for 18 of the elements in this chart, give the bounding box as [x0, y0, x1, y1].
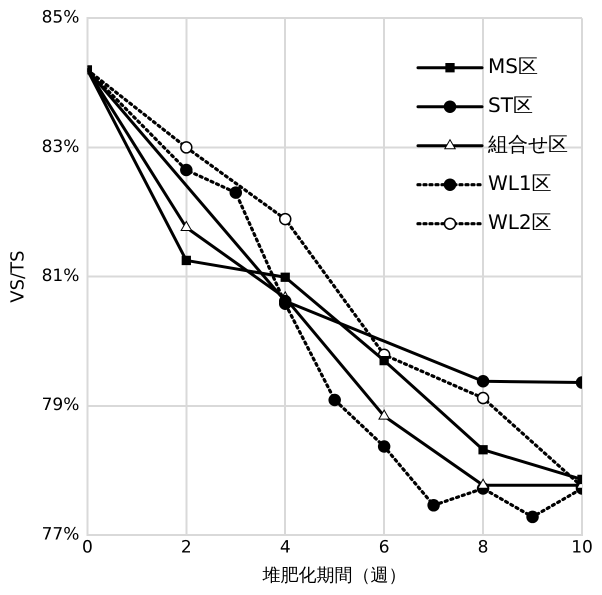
- y-tick-label: 79%: [42, 395, 80, 416]
- x-tick-label: 6: [378, 538, 390, 558]
- legend-label: WL1区: [488, 170, 552, 195]
- x-tick-label: 4: [280, 538, 291, 558]
- legend-label: MS区: [488, 54, 538, 78]
- y-axis-title: VS/TS: [7, 250, 28, 303]
- x-tick-label: 10: [571, 538, 593, 558]
- y-tick-label: 81%: [42, 266, 80, 286]
- x-tick-label: 0: [82, 538, 93, 558]
- x-tick-label: 2: [180, 538, 192, 558]
- legend-label: 組合せ区: [487, 132, 568, 156]
- y-tick-label: 83%: [42, 136, 80, 157]
- x-tick-label: 8: [478, 538, 488, 558]
- y-tick-label: 77%: [42, 524, 80, 544]
- x-axis-title: 堆肥化期間（週）: [262, 564, 407, 586]
- y-tick-label: 85%: [42, 8, 80, 28]
- legend-label: WL2区: [488, 210, 552, 234]
- legend-label: ST区: [488, 92, 533, 117]
